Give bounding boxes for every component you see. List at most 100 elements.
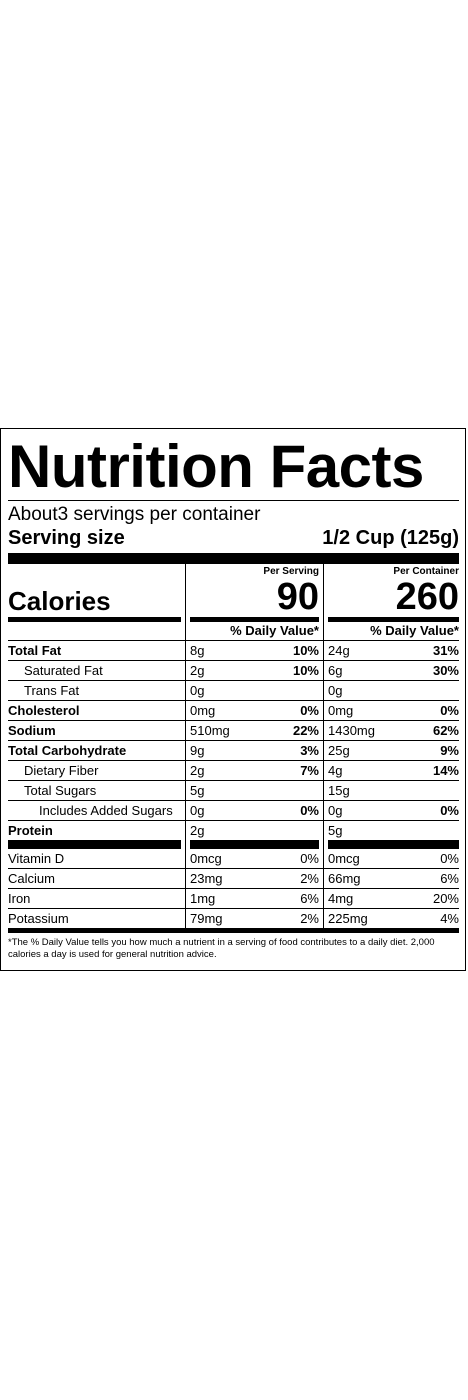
nutrient-name: Sodium [8, 720, 186, 740]
vitamin-serving-dv: 0% [300, 851, 319, 866]
nutrient-container-dv: 14% [432, 763, 459, 778]
nutrient-container-cell: 0g [324, 680, 459, 700]
nutrient-container-amount: 1430mg [328, 723, 375, 738]
serving-size-row: Serving size 1/2 Cup (125g) [8, 526, 459, 550]
calories-label-cell: Calories [8, 564, 186, 617]
footnote: *The % Daily Value tells you how much a … [8, 937, 435, 960]
daily-value-header-serving: % Daily Value* [186, 622, 324, 640]
vitamin-serving-dv: 2% [300, 871, 319, 886]
thick-divider [328, 840, 459, 849]
nutrient-name: Protein [8, 820, 186, 840]
nutrient-container-cell: 0g 0% [324, 800, 459, 820]
nutrient-serving-dv: 22% [292, 723, 319, 738]
vitamin-serving-dv: 2% [300, 911, 319, 926]
vitamin-name: Potassium [8, 908, 186, 928]
nutrient-container-cell: 5g [324, 820, 459, 840]
nutrient-container-amount: 0mg [328, 703, 354, 718]
vitamin-serving-cell: 0mcg 0% [186, 849, 324, 868]
nutrient-serving-cell: 2g [186, 820, 324, 840]
calories-per-container: 260 [395, 576, 459, 618]
vitamin-container-dv: 4% [440, 911, 459, 926]
vitamin-container-cell: 0mcg 0% [324, 849, 459, 868]
nutrient-serving-cell: 2g 10% [186, 660, 324, 680]
nutrient-container-amount: 0g [328, 803, 343, 818]
vitamin-serving-cell: 1mg 6% [186, 888, 324, 908]
serving-size-value: 1/2 Cup (125g) [322, 527, 459, 549]
nutrition-facts-label: Nutrition Facts About3 servings per cont… [0, 428, 466, 971]
per-serving-header: Per Serving [263, 566, 319, 577]
vitamin-container-amount: 66mg [328, 871, 361, 886]
nutrient-container-cell: 0mg 0% [324, 700, 459, 720]
vitamin-serving-amount: 0mcg [190, 851, 222, 866]
nutrient-container-amount: 6g [328, 663, 343, 678]
nutrient-container-amount: 0g [328, 683, 343, 698]
nutrient-serving-amount: 0g [190, 683, 205, 698]
nutrient-serving-amount: 0mg [190, 703, 216, 718]
vitamin-container-dv: 0% [440, 851, 459, 866]
divider [8, 500, 459, 501]
calories-grid: Calories Per Serving 90 Per Container 26… [8, 564, 459, 640]
bottom-divider [8, 928, 459, 933]
nutrient-serving-amount: 5g [190, 783, 205, 798]
medium-divider [328, 617, 459, 622]
nutrient-serving-dv: 3% [300, 743, 319, 758]
nutrient-container-amount: 15g [328, 783, 350, 798]
nutrient-serving-dv: 7% [300, 763, 319, 778]
vitamin-table: Vitamin D 0mcg 0% 0mcg 0% Calcium 23mg 2% 66mg 6%… [8, 849, 459, 928]
nutrient-container-amount: 5g [328, 823, 343, 838]
nutrient-serving-amount: 2g [190, 823, 205, 838]
serving-size-label: Serving size [8, 527, 125, 549]
nutrient-container-cell: 15g [324, 780, 459, 800]
nutrient-serving-cell: 510mg 22% [186, 720, 324, 740]
label-title: Nutrition Facts [8, 433, 424, 500]
medium-divider [190, 617, 319, 622]
vitamin-serving-dv: 6% [300, 891, 319, 906]
nutrient-serving-amount: 2g [190, 763, 205, 778]
nutrient-name: Total Fat [8, 640, 186, 660]
vitamin-container-cell: 66mg 6% [324, 868, 459, 888]
vitamin-serving-amount: 1mg [190, 891, 216, 906]
nutrient-container-cell: 1430mg 62% [324, 720, 459, 740]
nutrient-name: Total Carbohydrate [8, 740, 186, 760]
nutrient-container-amount: 25g [328, 743, 350, 758]
nutrient-serving-amount: 8g [190, 643, 205, 658]
nutrient-name: Trans Fat [8, 680, 186, 700]
nutrient-serving-cell: 2g 7% [186, 760, 324, 780]
nutrient-serving-cell: 5g [186, 780, 324, 800]
nutrient-name: Includes Added Sugars [8, 800, 186, 820]
nutrient-serving-cell: 9g 3% [186, 740, 324, 760]
nutrient-serving-amount: 9g [190, 743, 205, 758]
nutrient-container-cell: 4g 14% [324, 760, 459, 780]
nutrient-container-dv: 30% [432, 663, 459, 678]
vitamin-container-dv: 20% [432, 891, 459, 906]
nutrient-name: Total Sugars [8, 780, 186, 800]
nutrient-name: Cholesterol [8, 700, 186, 720]
vitamin-name: Calcium [8, 868, 186, 888]
vitamin-container-dv: 6% [440, 871, 459, 886]
per-container-header: Per Container [393, 566, 459, 577]
nutrient-container-cell: 25g 9% [324, 740, 459, 760]
vitamin-name: Iron [8, 888, 186, 908]
nutrient-serving-dv: 10% [292, 663, 319, 678]
vitamin-container-amount: 4mg [328, 891, 354, 906]
nutrient-serving-amount: 0g [190, 803, 205, 818]
vitamin-container-amount: 225mg [328, 911, 368, 926]
thick-divider [8, 840, 181, 849]
per-serving-calories-cell: Per Serving 90 [186, 564, 324, 617]
servings-per-container: About3 servings per container [8, 504, 261, 525]
vitamin-serving-cell: 23mg 2% [186, 868, 324, 888]
vitamin-serving-amount: 23mg [190, 871, 223, 886]
vitamin-container-cell: 4mg 20% [324, 888, 459, 908]
nutrient-serving-cell: 0g [186, 680, 324, 700]
nutrient-container-dv: 0% [440, 803, 459, 818]
nutrient-serving-cell: 0g 0% [186, 800, 324, 820]
nutrient-container-dv: 0% [440, 703, 459, 718]
vitamin-container-cell: 225mg 4% [324, 908, 459, 928]
nutrient-container-amount: 24g [328, 643, 350, 658]
nutrient-serving-cell: 8g 10% [186, 640, 324, 660]
nutrient-name: Dietary Fiber [8, 760, 186, 780]
vitamin-name: Vitamin D [8, 849, 186, 868]
nutrient-container-amount: 4g [328, 763, 343, 778]
nutrient-serving-dv: 0% [300, 703, 319, 718]
nutrient-serving-dv: 0% [300, 803, 319, 818]
